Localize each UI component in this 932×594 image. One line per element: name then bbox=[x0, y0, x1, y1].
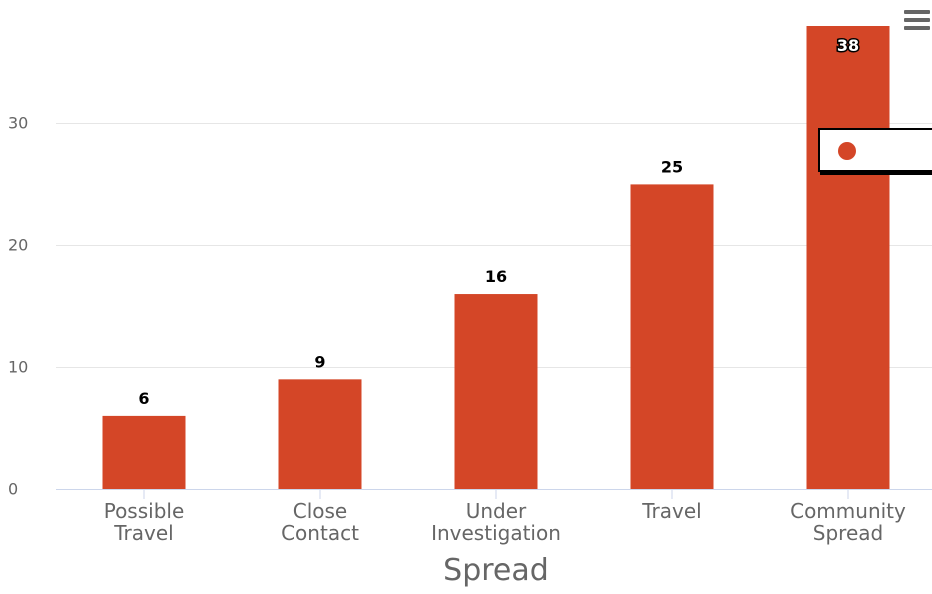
x-axis-title: Spread bbox=[443, 553, 549, 588]
data-labels: 6 9 16 25 38 bbox=[138, 35, 860, 408]
hamburger-menu-icon[interactable] bbox=[904, 10, 932, 34]
x-axis-ticks bbox=[143, 489, 849, 499]
data-label: 9 bbox=[314, 352, 325, 371]
x-tick-label: Contact bbox=[281, 521, 359, 545]
legend-series-marker[interactable] bbox=[838, 142, 856, 160]
bar[interactable] bbox=[630, 184, 714, 490]
x-tick-label: Possible bbox=[104, 499, 185, 523]
y-axis-tick-labels: 0 10 20 30 bbox=[8, 114, 28, 499]
legend bbox=[818, 128, 932, 172]
x-tick-label: Community bbox=[790, 499, 906, 523]
x-tick-label: Travel bbox=[113, 521, 173, 545]
bars bbox=[102, 26, 890, 490]
y-tick-label: 10 bbox=[8, 358, 28, 377]
x-tick-label: Under bbox=[466, 499, 527, 523]
y-tick-label: 0 bbox=[8, 480, 18, 499]
bar[interactable] bbox=[454, 294, 538, 489]
x-tick-label: Travel bbox=[641, 499, 701, 523]
data-label: 38 bbox=[837, 36, 859, 55]
y-tick-label: 20 bbox=[8, 236, 28, 255]
bar[interactable] bbox=[806, 26, 890, 489]
y-tick-label: 30 bbox=[8, 114, 28, 133]
x-tick-label: Spread bbox=[813, 521, 883, 545]
data-label: 16 bbox=[485, 267, 507, 286]
x-axis-category-labels: PossibleTravelCloseContactUnderInvestiga… bbox=[104, 499, 906, 545]
x-tick-label: Investigation bbox=[431, 521, 561, 545]
bar[interactable] bbox=[278, 379, 362, 489]
bar[interactable] bbox=[102, 415, 186, 489]
data-label: 25 bbox=[661, 157, 683, 176]
data-label: 6 bbox=[138, 389, 149, 408]
x-tick-label: Close bbox=[293, 499, 347, 523]
